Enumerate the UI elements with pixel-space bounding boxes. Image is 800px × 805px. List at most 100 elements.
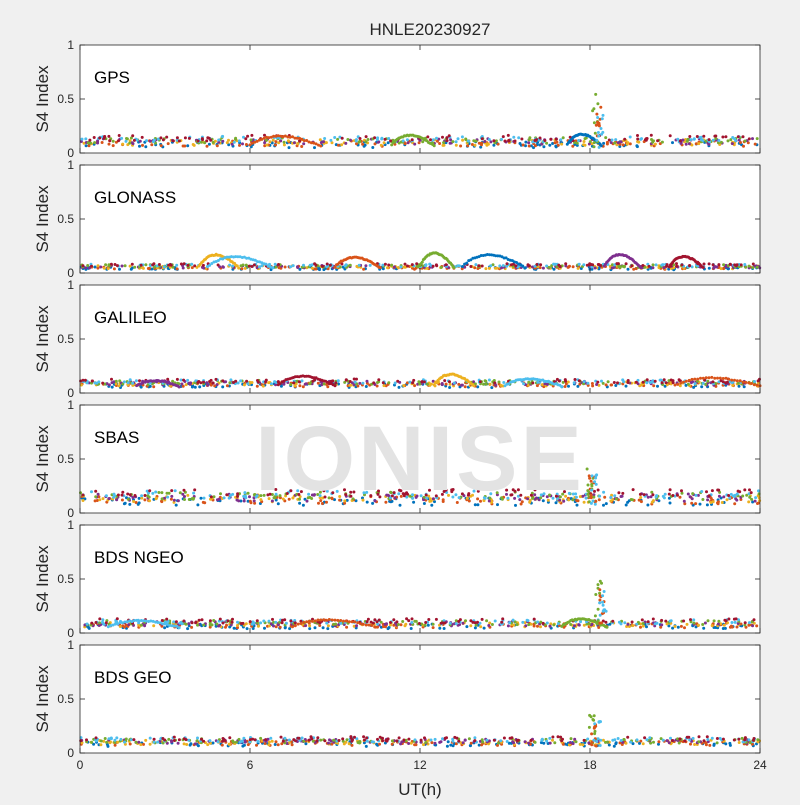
panel-label: SBAS xyxy=(94,428,139,447)
data-point xyxy=(291,264,295,268)
data-point xyxy=(409,741,413,745)
data-point xyxy=(660,140,664,144)
data-point xyxy=(191,384,195,388)
data-point xyxy=(364,264,368,268)
data-point xyxy=(751,137,754,141)
data-point xyxy=(248,495,251,499)
data-point xyxy=(372,381,376,385)
data-point xyxy=(597,720,601,724)
data-point xyxy=(399,265,403,269)
data-point xyxy=(176,741,180,745)
data-point xyxy=(519,263,523,267)
data-point xyxy=(594,476,598,480)
data-point xyxy=(322,382,326,386)
data-point xyxy=(255,139,259,143)
data-point xyxy=(246,382,250,386)
data-point xyxy=(576,384,580,388)
data-point xyxy=(668,134,672,138)
data-point xyxy=(338,265,342,269)
data-point xyxy=(651,263,655,267)
data-point xyxy=(413,738,417,742)
data-point xyxy=(717,494,721,498)
data-point xyxy=(383,262,387,266)
data-point xyxy=(496,503,499,507)
data-point xyxy=(665,739,669,743)
data-point xyxy=(679,624,683,628)
data-point xyxy=(610,383,614,387)
data-point xyxy=(365,736,369,740)
data-point xyxy=(283,626,287,630)
data-point xyxy=(248,620,252,624)
data-point xyxy=(132,738,136,742)
data-point xyxy=(142,742,145,746)
y-tick-label: 0.5 xyxy=(57,452,74,466)
data-point xyxy=(538,266,542,270)
data-point xyxy=(250,141,254,145)
data-point xyxy=(441,737,444,741)
data-point xyxy=(198,385,202,389)
data-point xyxy=(156,740,160,744)
data-point xyxy=(639,739,643,743)
data-point xyxy=(177,139,181,143)
data-point xyxy=(671,141,674,145)
data-point xyxy=(355,377,358,381)
data-point xyxy=(448,141,452,145)
data-point xyxy=(216,740,220,744)
data-point xyxy=(244,263,248,267)
data-point xyxy=(437,137,441,141)
data-point xyxy=(349,383,353,387)
data-point xyxy=(267,381,271,385)
data-point xyxy=(354,138,358,142)
data-point xyxy=(191,143,195,146)
data-point xyxy=(132,500,136,503)
data-point xyxy=(616,262,620,266)
data-point xyxy=(589,263,593,266)
data-point xyxy=(184,738,188,742)
data-point xyxy=(687,142,691,146)
data-point xyxy=(148,736,152,740)
data-point xyxy=(399,623,403,627)
data-point xyxy=(730,142,734,146)
data-point xyxy=(358,381,362,385)
data-point xyxy=(129,136,133,140)
data-point xyxy=(587,622,591,626)
data-point xyxy=(564,264,568,268)
data-point xyxy=(480,137,484,141)
data-point xyxy=(559,138,563,142)
data-point xyxy=(539,625,542,629)
data-point xyxy=(344,378,348,382)
data-point xyxy=(269,382,273,386)
data-point xyxy=(586,383,590,387)
data-point xyxy=(120,498,124,502)
data-point xyxy=(115,498,119,502)
data-point xyxy=(742,385,746,389)
data-point xyxy=(753,142,757,146)
data-point xyxy=(623,264,626,268)
data-point xyxy=(160,497,164,501)
data-point xyxy=(239,499,243,503)
data-point xyxy=(245,256,249,260)
data-point xyxy=(272,624,275,628)
data-point xyxy=(325,618,328,622)
data-point xyxy=(455,501,459,504)
data-point xyxy=(703,621,707,625)
data-point xyxy=(94,736,98,740)
data-point xyxy=(409,627,413,630)
data-point xyxy=(593,131,597,135)
data-point xyxy=(423,623,427,627)
data-point xyxy=(515,739,519,742)
data-point xyxy=(259,621,263,625)
data-point xyxy=(556,735,560,739)
data-point xyxy=(492,143,496,147)
data-point xyxy=(117,139,120,143)
data-point xyxy=(729,138,733,142)
data-point xyxy=(638,384,642,388)
data-point xyxy=(206,743,210,747)
data-point xyxy=(144,738,148,742)
data-point xyxy=(227,138,230,142)
data-point xyxy=(297,380,301,384)
data-point xyxy=(123,264,127,268)
data-point xyxy=(754,496,758,500)
data-point xyxy=(283,134,287,138)
